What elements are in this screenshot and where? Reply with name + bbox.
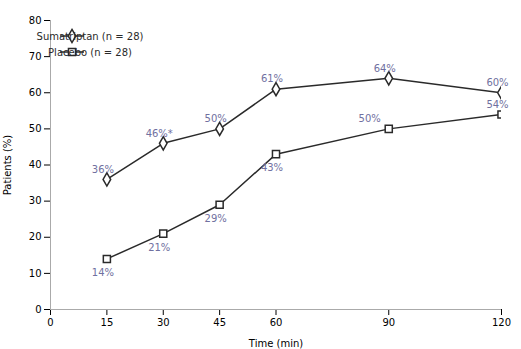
svg-text:10: 10 <box>29 268 42 279</box>
svg-text:60%: 60% <box>486 77 508 88</box>
svg-text:50%: 50% <box>205 113 227 124</box>
svg-text:54%: 54% <box>486 99 508 110</box>
svg-text:29%: 29% <box>205 213 227 224</box>
svg-text:0: 0 <box>35 304 41 315</box>
svg-text:14%: 14% <box>92 267 114 278</box>
svg-text:20: 20 <box>29 231 42 242</box>
svg-text:90: 90 <box>382 317 395 328</box>
svg-text:120: 120 <box>492 317 511 328</box>
svg-text:45: 45 <box>213 317 226 328</box>
svg-text:36%: 36% <box>92 164 114 175</box>
svg-text:70: 70 <box>29 51 42 62</box>
svg-text:64%: 64% <box>374 63 396 74</box>
svg-text:40: 40 <box>29 159 42 170</box>
svg-text:80: 80 <box>29 15 42 26</box>
svg-text:Sumatriptan (n = 28): Sumatriptan (n = 28) <box>37 31 144 42</box>
svg-text:Placebo (n = 28): Placebo (n = 28) <box>48 47 132 58</box>
svg-text:60: 60 <box>29 87 42 98</box>
svg-text:Time (min): Time (min) <box>248 338 303 349</box>
svg-text:50: 50 <box>29 123 42 134</box>
svg-text:30: 30 <box>157 317 170 328</box>
svg-text:61%: 61% <box>261 73 283 84</box>
svg-text:30: 30 <box>29 195 42 206</box>
svg-text:0: 0 <box>47 317 53 328</box>
svg-text:21%: 21% <box>148 242 170 253</box>
svg-text:43%: 43% <box>261 162 283 173</box>
svg-text:46%*: 46%* <box>146 128 173 139</box>
svg-text:Patients (%): Patients (%) <box>2 135 13 196</box>
svg-text:60: 60 <box>270 317 283 328</box>
svg-text:15: 15 <box>101 317 114 328</box>
svg-text:50%: 50% <box>359 113 381 124</box>
